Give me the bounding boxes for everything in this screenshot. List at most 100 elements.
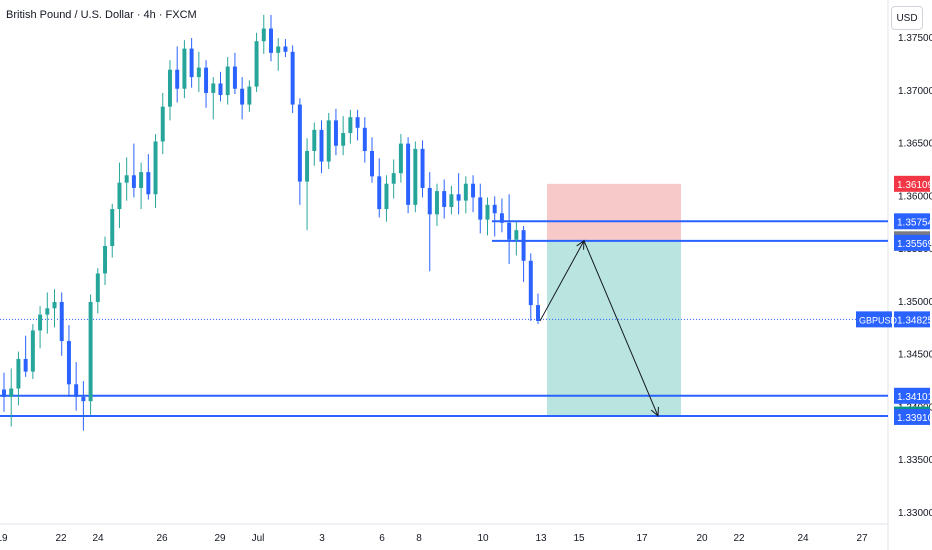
candle-body: [362, 127, 367, 151]
level-lower-line-label-bg: [894, 234, 930, 251]
level-upper-line-label-bg: [894, 213, 930, 230]
candle-body: [45, 308, 50, 315]
support-lower-label-bg: [894, 408, 930, 425]
candle-body: [427, 187, 432, 215]
x-axis-tick-label: 22: [55, 533, 67, 544]
x-axis-tick-label: 13: [535, 533, 547, 544]
candle-body: [341, 133, 346, 146]
candle-body: [485, 204, 490, 220]
candle-body: [81, 396, 86, 402]
x-axis-tick-label: 24: [797, 533, 809, 544]
y-axis-tick-label: 1.34500: [898, 350, 932, 361]
candle-body: [333, 120, 338, 146]
x-axis-tick-label: 3: [319, 533, 325, 544]
candle-body: [254, 41, 259, 87]
candle-body: [189, 48, 194, 78]
candle-body: [297, 104, 302, 182]
stop-loss-zone[interactable]: [547, 183, 681, 241]
candle-body: [9, 388, 14, 397]
x-axis-tick-label: Jul: [252, 533, 265, 544]
candle-body: [283, 46, 288, 52]
candle-body: [167, 69, 172, 107]
candle-body: [434, 191, 439, 215]
x-axis-tick-label: 24: [92, 533, 104, 544]
candle-body: [398, 143, 403, 174]
x-axis-tick-label: 6: [379, 533, 385, 544]
x-axis-tick-label: 22: [733, 533, 745, 544]
candle-body: [204, 67, 209, 93]
x-axis-tick-label: 26: [156, 533, 168, 544]
candle-body: [269, 28, 273, 53]
candle-body: [377, 176, 382, 210]
support-upper-label: 1.34101: [897, 392, 932, 403]
x-axis-tick-label: 17: [636, 533, 648, 544]
candle-body: [117, 182, 122, 210]
candle-body: [38, 314, 43, 331]
last-price-tag-bg: [856, 311, 892, 328]
candle-body: [492, 204, 497, 214]
candle-body: [153, 141, 158, 195]
candle-body: [211, 83, 216, 93]
candle-body: [413, 148, 418, 205]
candle-body: [456, 194, 461, 201]
candle-body: [370, 151, 375, 177]
candle-body: [478, 197, 483, 220]
candle-body: [88, 301, 93, 402]
x-axis-tick-label: 19: [0, 533, 8, 544]
level-upper-line-label: 1.35754: [897, 217, 932, 228]
projection-arrowhead-down: [650, 406, 659, 418]
candle-body: [384, 183, 389, 210]
candle-body: [218, 83, 223, 96]
candle-body: [348, 117, 353, 134]
candle-body: [110, 209, 115, 246]
candle-body: [247, 86, 252, 105]
candle-body: [30, 330, 35, 372]
candle-body: [391, 173, 396, 184]
y-axis-tick-label: 1.35000: [898, 297, 932, 308]
chart-title: British Pound / U.S. Dollar · 4h · FXCM: [6, 9, 197, 21]
last-price-label-bg: [894, 311, 930, 328]
last-price-label: 1.34825: [897, 315, 932, 326]
candle-body: [305, 151, 310, 182]
y-axis-tick-label: 1.37000: [898, 86, 932, 97]
x-axis-tick-label: 10: [477, 533, 489, 544]
candle-body: [463, 183, 468, 201]
candle-body: [276, 46, 281, 53]
candle-body: [95, 273, 100, 302]
candle-body: [196, 67, 201, 78]
candle-body: [103, 246, 108, 274]
stop-label: 1.36109: [897, 180, 932, 191]
y-axis-tick-label: 1.33500: [898, 455, 932, 466]
candle-body: [225, 66, 230, 96]
candle-body: [139, 172, 144, 188]
candle-body: [442, 191, 447, 207]
candle-body: [160, 106, 165, 142]
y-axis-tick-label: 1.33000: [898, 508, 932, 519]
candle-body: [124, 175, 129, 183]
candle-body: [182, 48, 187, 89]
candle-body: [131, 175, 136, 188]
currency-button[interactable]: USD: [891, 6, 923, 30]
candle-body: [355, 117, 360, 128]
candle-body: [499, 213, 504, 223]
level-lower-line-label: 1.35569: [897, 239, 932, 250]
candle-body: [175, 69, 180, 89]
candle-body: [406, 143, 411, 205]
candle-body: [2, 389, 6, 397]
y-axis-tick-label: 1.36000: [898, 191, 932, 202]
candle-body: [59, 301, 64, 341]
stop-label-bg: [894, 175, 930, 192]
x-axis-tick-label: 27: [856, 533, 868, 544]
x-axis-tick-label: 15: [573, 533, 585, 544]
candle-body: [319, 129, 324, 162]
x-axis-tick-label: 20: [696, 533, 708, 544]
candle-body: [471, 183, 476, 198]
support-upper-label-bg: [894, 387, 930, 404]
x-axis-tick-label: 29: [214, 533, 226, 544]
take-profit-zone[interactable]: [547, 240, 681, 416]
candle-body: [23, 358, 28, 372]
candle-body: [420, 148, 425, 188]
candle-body: [290, 51, 295, 105]
